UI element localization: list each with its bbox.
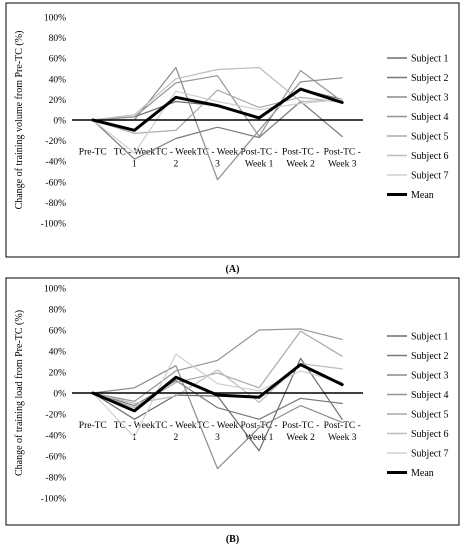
legend-label: Subject 5 (411, 410, 449, 421)
x-tick-line: TC - Week (197, 421, 239, 431)
y-tick-label: -100% (41, 495, 66, 505)
panel-label: (A) (226, 264, 240, 275)
y-tick-label: 0% (53, 390, 66, 400)
series-line-subject-6 (92, 66, 343, 121)
series-line-mean (91, 363, 344, 413)
series-line-subject-4 (92, 69, 343, 138)
y-tick-label: -80% (45, 474, 66, 484)
x-tick-label: Pre-TC (79, 148, 107, 158)
y-tick-label: -20% (45, 411, 66, 421)
y-tick-label: -40% (45, 432, 66, 442)
y-tick-label: 60% (49, 327, 67, 337)
x-tick-line: Week 3 (328, 160, 357, 170)
x-tick-line: Week 2 (286, 160, 315, 170)
y-tick-label: -40% (45, 158, 66, 168)
x-tick-line: Post-TC - (240, 421, 277, 431)
legend-label: Subject 1 (411, 332, 449, 343)
series-line-subject-5 (92, 89, 343, 134)
panel-frame (5, 2, 460, 258)
legend-label: Subject 7 (411, 449, 449, 460)
legend-label: Subject 6 (411, 151, 449, 162)
x-tick-line: Week 2 (286, 433, 315, 443)
series-line-subject-7 (92, 353, 343, 438)
legend-label: Subject 4 (411, 112, 449, 123)
panel-label: (B) (226, 534, 239, 545)
x-tick-label: Post-TC - Week 1 (240, 421, 277, 443)
x-tick-label: Post-TC - Week 1 (240, 148, 277, 170)
x-tick-line: 3 (215, 433, 220, 443)
x-tick-line: Post-TC - (282, 148, 319, 158)
series-line-subject-4 (92, 328, 343, 402)
panel-a: 100% 80% 60% 40% 20% 0% -20% -40% -60% -80% -100% C… (5, 2, 460, 275)
y-tick-label: 60% (49, 55, 67, 65)
y-tick-label: 80% (49, 306, 67, 316)
x-tick-label: Post-TC - Week 2 (282, 421, 319, 443)
x-tick-line: Week 1 (245, 160, 274, 170)
x-tick-line: TC - Week (197, 148, 239, 158)
y-tick-label: 100% (44, 285, 66, 295)
x-tick-line: Post-TC - (240, 148, 277, 158)
x-tick-line: Week 3 (328, 433, 357, 443)
legend-label: Subject 7 (411, 171, 449, 182)
x-tick-line: TC - Week (155, 421, 197, 431)
x-tick-line: Post-TC - (282, 421, 319, 431)
x-tick-line: TC - Week (155, 148, 197, 158)
series-line-subject-5 (92, 330, 343, 409)
x-tick-line: Post-TC - (324, 148, 361, 158)
series-line-subject-7 (92, 90, 343, 154)
y-tick-label: -60% (45, 178, 66, 188)
x-tick-label: TC - Week 1 (114, 421, 156, 443)
x-tick-line: 2 (174, 160, 179, 170)
x-tick-label: TC - Week 2 (155, 421, 197, 443)
series-line-subject-2 (92, 379, 343, 420)
x-tick-line: 3 (215, 160, 220, 170)
x-tick-label: TC - Week 3 (197, 148, 239, 170)
x-tick-line: 1 (132, 433, 137, 443)
legend-label: Subject 4 (411, 390, 449, 401)
x-tick-label: Post-TC - Week 2 (282, 148, 319, 170)
y-tick-label: 100% (44, 14, 66, 24)
y-tick-label: 40% (49, 75, 67, 85)
legend-label: Subject 5 (411, 132, 449, 143)
x-tick-line: Pre-TC (79, 148, 107, 158)
y-tick-label: -20% (45, 137, 66, 147)
x-tick-label: Pre-TC (79, 421, 107, 431)
panel-b: 100% 80% 60% 40% 20% 0% -20% -40% -60% -80% -100% C… (5, 277, 460, 545)
y-tick-label: -80% (45, 199, 66, 209)
x-tick-line: Post-TC - (324, 421, 361, 431)
legend-label: Subject 2 (411, 351, 449, 362)
x-tick-label: TC - Week 3 (197, 421, 239, 443)
y-tick-label: 0% (53, 117, 66, 127)
y-tick-label: 80% (49, 34, 67, 44)
legend-label: Subject 6 (411, 429, 449, 440)
x-tick-label: Post-TC - Week 3 (324, 421, 361, 443)
legend-label: Subject 1 (411, 54, 449, 65)
series-line-subject-3 (92, 365, 343, 470)
x-tick-line: TC - Week (114, 421, 156, 431)
x-tick-line: 2 (174, 433, 179, 443)
legend-label: Subject 3 (411, 93, 449, 104)
legend-label: Mean (411, 468, 434, 479)
y-tick-label: 40% (49, 348, 67, 358)
series-line-mean (91, 87, 344, 132)
y-tick-label: -60% (45, 453, 66, 463)
y-tick-label: 20% (49, 96, 67, 106)
x-tick-label: Post-TC - Week 3 (324, 148, 361, 170)
legend-label: Subject 3 (411, 371, 449, 382)
legend-label: Mean (411, 190, 434, 201)
legend-label: Subject 2 (411, 73, 449, 84)
y-tick-label: 20% (49, 369, 67, 379)
x-tick-line: Pre-TC (79, 421, 107, 431)
panel-frame (5, 277, 460, 526)
x-tick-label: TC - Week 2 (155, 148, 197, 170)
x-tick-line: 1 (132, 160, 137, 170)
y-axis-title: Change of training volume from Pre-TC (%… (14, 31, 25, 210)
y-axis-title: Change of training load from Pre-TC (%) (14, 310, 25, 476)
x-tick-line: Week 1 (245, 433, 274, 443)
y-tick-label: -100% (41, 220, 66, 230)
